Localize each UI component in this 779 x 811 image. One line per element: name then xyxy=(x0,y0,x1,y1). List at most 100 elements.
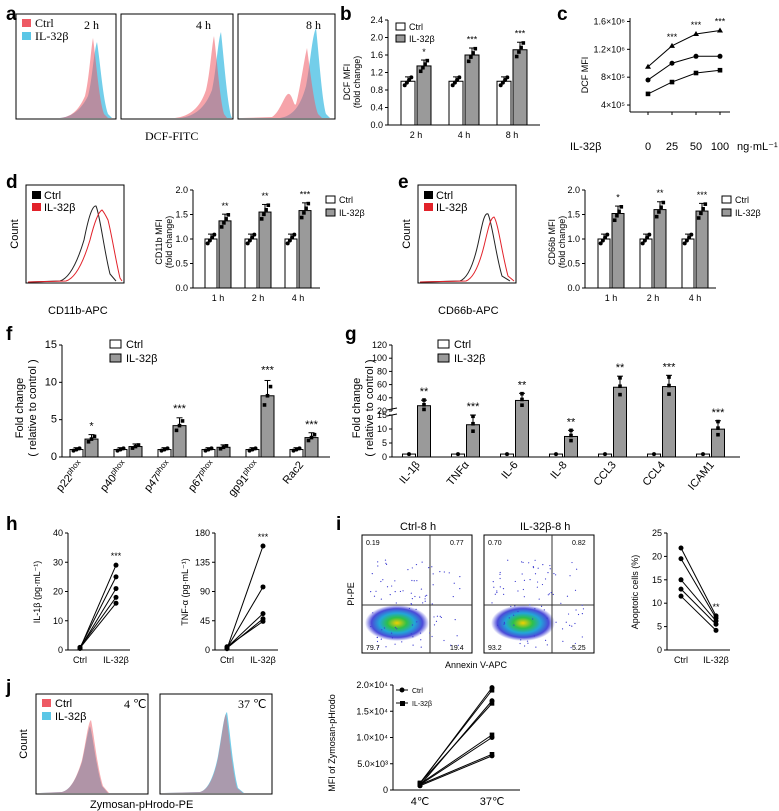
i-pair-point xyxy=(678,545,684,551)
e-dot-ctrl xyxy=(682,241,687,246)
h2-pair-point xyxy=(260,543,266,549)
f-dot-ctrl xyxy=(253,446,258,451)
i-scatter-event xyxy=(542,564,544,566)
g-legend-ctrl-swatch xyxy=(437,339,450,349)
i-scatter-event xyxy=(547,572,549,574)
panel-label-c: c xyxy=(557,4,568,25)
i-q2-ll: 93.2 xyxy=(488,645,502,652)
i-scatter-event xyxy=(503,593,505,595)
g-xtick-label: ICAM1 xyxy=(686,459,717,492)
b-ytick-label: 2.0 xyxy=(370,33,383,43)
i-dot-cloud-il32 xyxy=(491,605,555,641)
g-ytick-label: 40 xyxy=(377,393,387,403)
b-bar-il32 xyxy=(512,49,528,126)
f-dot-ctrl xyxy=(118,447,123,452)
i-scatter-event xyxy=(497,624,499,626)
i-ylabel: PI-PE xyxy=(346,582,356,606)
g-dot-il32 xyxy=(716,419,720,424)
i-scatter-event xyxy=(576,568,578,570)
i-scatter-event xyxy=(432,573,434,575)
f-ytick-label: 5 xyxy=(51,414,57,426)
i-scatter-event xyxy=(491,602,493,604)
g-sig-star: *** xyxy=(467,401,481,413)
i-scatter-event xyxy=(555,574,557,576)
i-scatter-event xyxy=(433,616,435,618)
i-scatter-event xyxy=(431,566,433,568)
j-marker-il32 xyxy=(489,752,495,757)
i-ytick-label: 25 xyxy=(652,528,662,538)
i-scatter-event xyxy=(550,592,552,594)
e-legend-ctrl: Ctrl xyxy=(436,190,453,202)
d-dot-il32 xyxy=(224,217,228,221)
g-axis-break-1 xyxy=(386,407,398,411)
i-scatter-event xyxy=(370,591,372,593)
histogram-ctrl-2h xyxy=(20,38,108,118)
c-xunit: ng·mL⁻¹ xyxy=(737,141,778,153)
f-dot-il32 xyxy=(221,445,226,450)
i-scatter-event xyxy=(522,588,524,591)
i-scatter-event xyxy=(429,632,431,634)
i-scatter-event xyxy=(431,603,433,605)
d-dot-ctrl xyxy=(210,235,215,240)
f-dot-ctrl xyxy=(162,447,167,452)
j-pair-line xyxy=(419,753,493,786)
i-scatter-event xyxy=(549,564,551,567)
j-xtick-label: 37℃ xyxy=(480,796,505,808)
histogram-j-4c xyxy=(35,693,149,795)
d-bar-ylabel-1: CD11b MFI xyxy=(154,219,164,264)
g-sig-star: *** xyxy=(712,407,726,419)
i-scatter-event xyxy=(517,590,519,592)
i-scatter-event xyxy=(410,592,412,594)
g-dot-il32 xyxy=(569,428,573,433)
g-ytick-label: 100 xyxy=(372,353,387,363)
legend-swatch-il32 xyxy=(22,32,31,40)
i-scatter-event xyxy=(435,620,438,622)
i-scatter-event xyxy=(499,577,501,580)
i-scatter-event xyxy=(537,567,539,569)
g-sig-star: ** xyxy=(616,362,625,374)
j-line-legend-ctrl: Ctrl xyxy=(412,688,423,695)
j-ytick-label: 1.5×10⁴ xyxy=(356,706,388,716)
panel-label-d: d xyxy=(6,172,18,193)
i-scatter-event xyxy=(436,615,438,617)
i-scatter-event xyxy=(413,580,415,582)
d-ytick-label: 2.0 xyxy=(175,185,188,195)
b-ytick-label: 0.8 xyxy=(370,85,383,95)
d-count-label: Count xyxy=(9,219,21,248)
j-pair-line xyxy=(419,734,493,785)
f-dot-ctrl xyxy=(250,447,255,452)
i-scatter-event xyxy=(424,598,426,600)
i-scatter-event xyxy=(534,608,536,610)
i-scatter-event xyxy=(561,628,564,630)
i-scatter-event xyxy=(581,636,583,638)
e-count-label: Count xyxy=(401,219,413,248)
j-pair-line xyxy=(419,703,493,784)
f-dot-il32 xyxy=(177,423,182,428)
b-dot-il32 xyxy=(471,51,475,55)
i-scatter-event xyxy=(508,617,510,619)
b-dot-ctrl xyxy=(404,80,409,85)
i-dotplot-il32 xyxy=(483,534,595,654)
f-dot-ctrl xyxy=(74,447,79,452)
i-scatter-event xyxy=(428,566,430,569)
f-dot-ctrl xyxy=(291,448,296,453)
d-dot-ctrl xyxy=(245,241,250,246)
f-dot-il32 xyxy=(262,403,267,407)
i-scatter-event xyxy=(419,596,421,598)
d-dot-il32 xyxy=(219,225,224,229)
histogram-a-4h xyxy=(120,13,234,120)
i-scatter-event xyxy=(574,589,577,591)
e-dot-ctrl xyxy=(645,235,650,240)
g-bar-il32 xyxy=(417,405,431,458)
e-xtick-label: 1 h xyxy=(605,293,618,303)
i-scatter-event xyxy=(420,639,422,641)
i-q1-ul: 0.19 xyxy=(366,540,380,547)
i-scatter-event xyxy=(426,594,428,596)
i-scatter-event xyxy=(538,598,540,600)
e-ytick-label: 1.0 xyxy=(567,234,580,244)
i-pair-point xyxy=(713,627,719,633)
d-dot-ctrl xyxy=(250,235,255,240)
histogram-j-37c xyxy=(159,693,273,795)
h1-pair-line xyxy=(79,602,117,649)
f-dot-il32 xyxy=(265,393,270,398)
